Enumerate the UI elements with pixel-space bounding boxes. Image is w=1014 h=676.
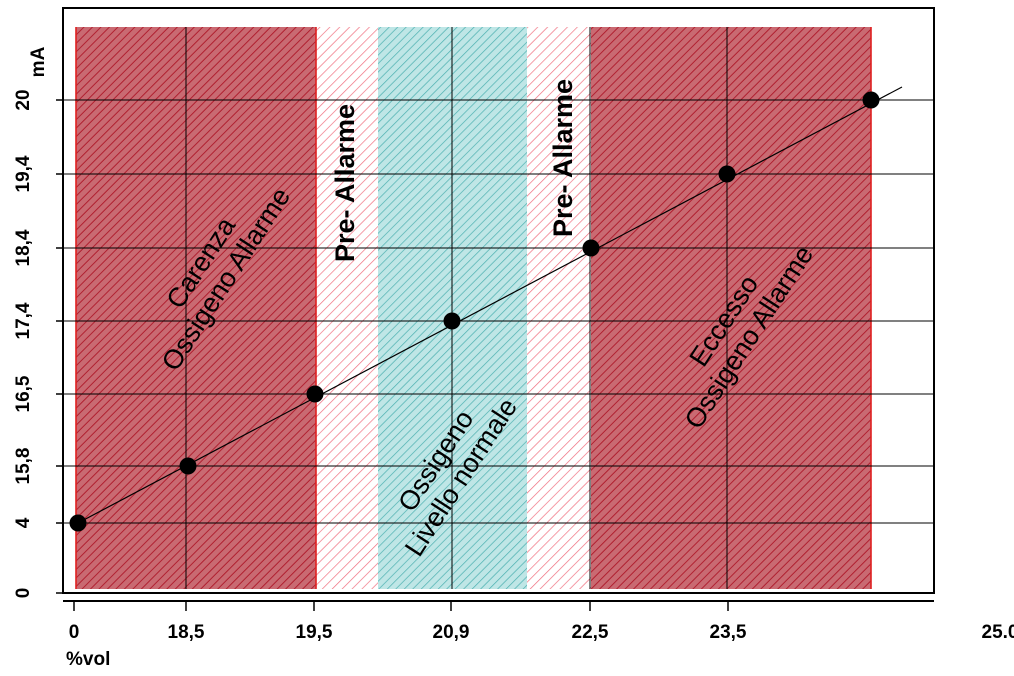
x-ticks: 0 18,5 19,5 20,9 22,5 23,5 25.0 — [69, 601, 1014, 643]
x-tick-label-5: 23,5 — [710, 622, 747, 643]
y-tick-label-2: 15,8 — [13, 448, 34, 485]
series-layer — [69, 86, 903, 532]
zone-label-3-line-0: Pre- Allarme — [548, 79, 578, 237]
data-point-0 — [69, 514, 87, 532]
zone-band-4 — [591, 27, 871, 589]
y-axis-label: mA — [28, 46, 49, 77]
data-point-4 — [582, 239, 600, 257]
y-tick-label-3: 16,5 — [13, 375, 34, 412]
grid-layer — [64, 27, 934, 589]
zone-layer — [75, 27, 872, 589]
x-tick-label-2: 19,5 — [296, 622, 333, 643]
x-tick-label-3: 20,9 — [433, 622, 470, 643]
x-tick-label-4: 22,5 — [572, 622, 609, 643]
y-tick-label-7: 20 — [13, 89, 34, 110]
data-point-5 — [718, 165, 736, 183]
y-tick-label-1: 4 — [13, 517, 34, 528]
zone-band-0 — [76, 27, 316, 589]
y-tick-label-4: 17,4 — [13, 302, 34, 339]
zone-band-3 — [527, 27, 591, 589]
y-tick-label-5: 18,4 — [13, 229, 34, 266]
x-tick-label-6: 25.0 — [982, 622, 1014, 643]
series-line — [77, 86, 903, 524]
x-tick-label-1: 18,5 — [168, 622, 205, 643]
data-point-6 — [862, 91, 880, 109]
y-ticks: 0 4 15,8 16,5 17,4 18,4 19,4 20 — [13, 89, 64, 598]
data-point-1 — [179, 457, 197, 475]
zone-label-1-line-0: Pre- Allarme — [330, 104, 360, 262]
y-tick-label-0: 0 — [13, 588, 34, 599]
data-point-2 — [306, 385, 324, 403]
zone-band-1 — [316, 27, 378, 589]
x-tick-label-0: 0 — [69, 622, 80, 643]
data-point-3 — [443, 312, 461, 330]
x-axis-label: %vol — [66, 649, 110, 670]
y-tick-label-6: 19,4 — [13, 155, 34, 192]
